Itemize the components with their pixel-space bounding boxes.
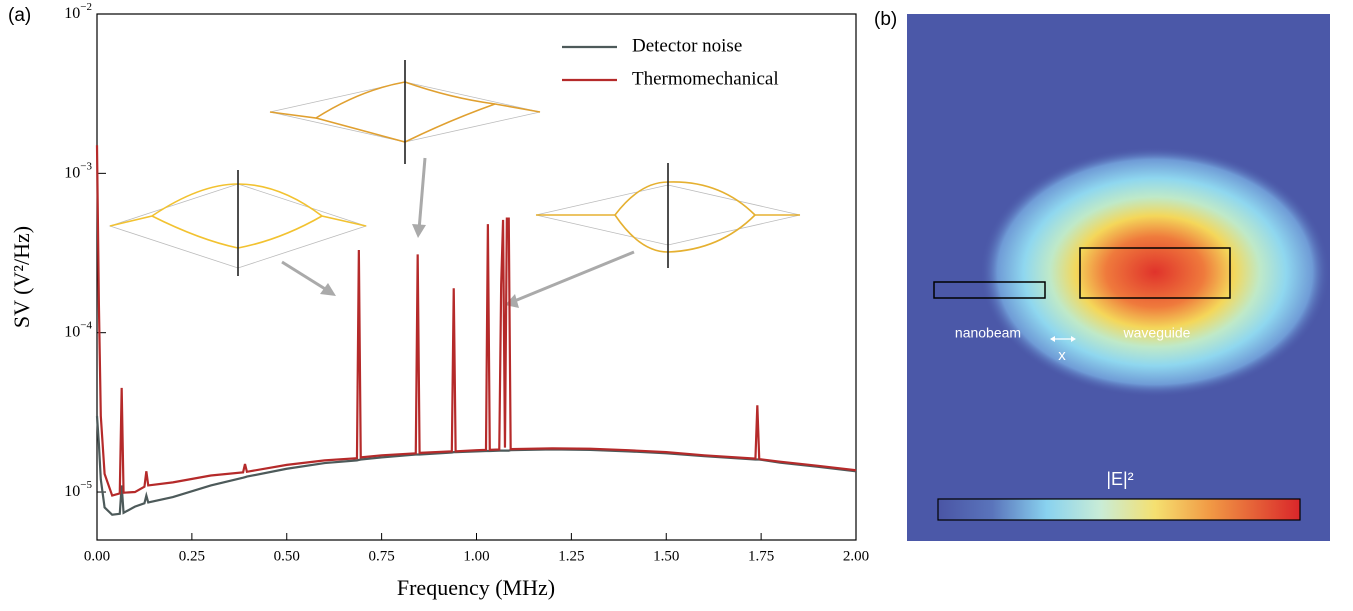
panel-label: (b) xyxy=(874,9,897,30)
x-tick-label: 1.50 xyxy=(653,548,679,564)
panel-a: (a) Frequency (MHz) SV (V²/Hz) xyxy=(8,1,869,601)
y-tick-label: 10−2 xyxy=(64,1,92,22)
y-axis-label: SV (V²/Hz) xyxy=(9,226,34,328)
panel-label: (a) xyxy=(8,5,31,26)
x-tick-label: 0.75 xyxy=(369,548,395,564)
series-line xyxy=(95,145,857,497)
gap-arrow xyxy=(1050,336,1076,342)
field-intensity xyxy=(980,147,1330,397)
gap-label: x xyxy=(1058,347,1066,364)
nanobeam-label: nanobeam xyxy=(955,325,1021,341)
y-tick-label: 10−5 xyxy=(64,479,92,500)
y-tick-label: 10−4 xyxy=(64,319,92,340)
waveguide-label: waveguide xyxy=(1123,325,1191,341)
x-tick-label: 2.00 xyxy=(843,548,869,564)
x-tick-label: 1.25 xyxy=(558,548,584,564)
x-tick-label: 0.00 xyxy=(84,548,110,564)
waveguide-outline xyxy=(1079,247,1231,299)
legend-label: Detector noise xyxy=(632,35,742,56)
x-tick-label: 1.75 xyxy=(748,548,774,564)
x-axis-label: Frequency (MHz) xyxy=(397,575,555,600)
x-tick-label: 0.25 xyxy=(179,548,205,564)
x-tick-label: 1.00 xyxy=(463,548,489,564)
series-line xyxy=(95,415,857,516)
panel-b: (b) nanobeam waveguide x |E|² xyxy=(874,9,1330,541)
y-tick-label: 10−3 xyxy=(64,160,92,181)
x-tick-label: 0.50 xyxy=(274,548,300,564)
mode-insets xyxy=(108,60,801,308)
colorbar-label: |E|² xyxy=(1106,469,1133,489)
colorbar xyxy=(937,498,1301,521)
nanobeam-outline xyxy=(933,281,1046,299)
plot-frame xyxy=(96,13,857,541)
legend-label: Thermomechanical xyxy=(632,68,779,89)
